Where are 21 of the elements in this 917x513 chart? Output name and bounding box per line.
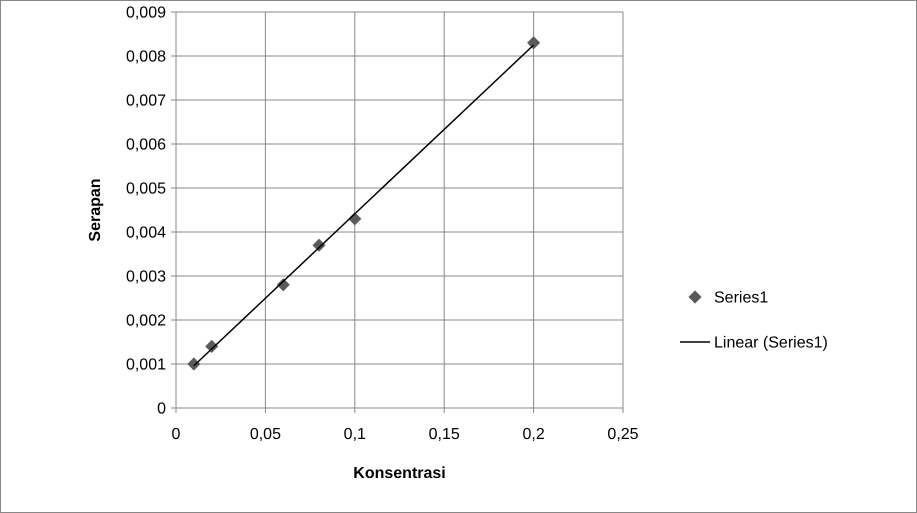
y-tick-label: 0,009 bbox=[126, 4, 166, 22]
legend-label: Series1 bbox=[714, 290, 768, 307]
legend-label: Linear (Series1) bbox=[714, 334, 828, 352]
y-tick-label: 0,004 bbox=[126, 224, 166, 242]
x-axis-title: Konsentrasi bbox=[353, 465, 446, 482]
y-axis-title: Serapan bbox=[87, 178, 104, 242]
x-tick-label: 0,1 bbox=[344, 426, 366, 443]
x-tick-label: 0,2 bbox=[522, 426, 545, 443]
y-tick-label: 0 bbox=[157, 400, 166, 418]
x-tick-label: 0,25 bbox=[607, 426, 639, 443]
y-tick-label: 0,001 bbox=[126, 356, 166, 374]
y-tick-label: 0,007 bbox=[126, 92, 166, 110]
y-tick-label: 0,008 bbox=[126, 48, 166, 66]
y-tick-label: 0,002 bbox=[126, 312, 166, 330]
y-tick-label: 0,003 bbox=[126, 268, 166, 286]
y-tick-label: 0,005 bbox=[126, 180, 166, 198]
x-tick-label: 0 bbox=[172, 426, 181, 443]
point bbox=[527, 36, 540, 50]
y-tick-label: 0,006 bbox=[126, 136, 166, 154]
x-tick-label: 0,05 bbox=[250, 426, 282, 443]
x-tick-label: 0,15 bbox=[428, 426, 460, 443]
